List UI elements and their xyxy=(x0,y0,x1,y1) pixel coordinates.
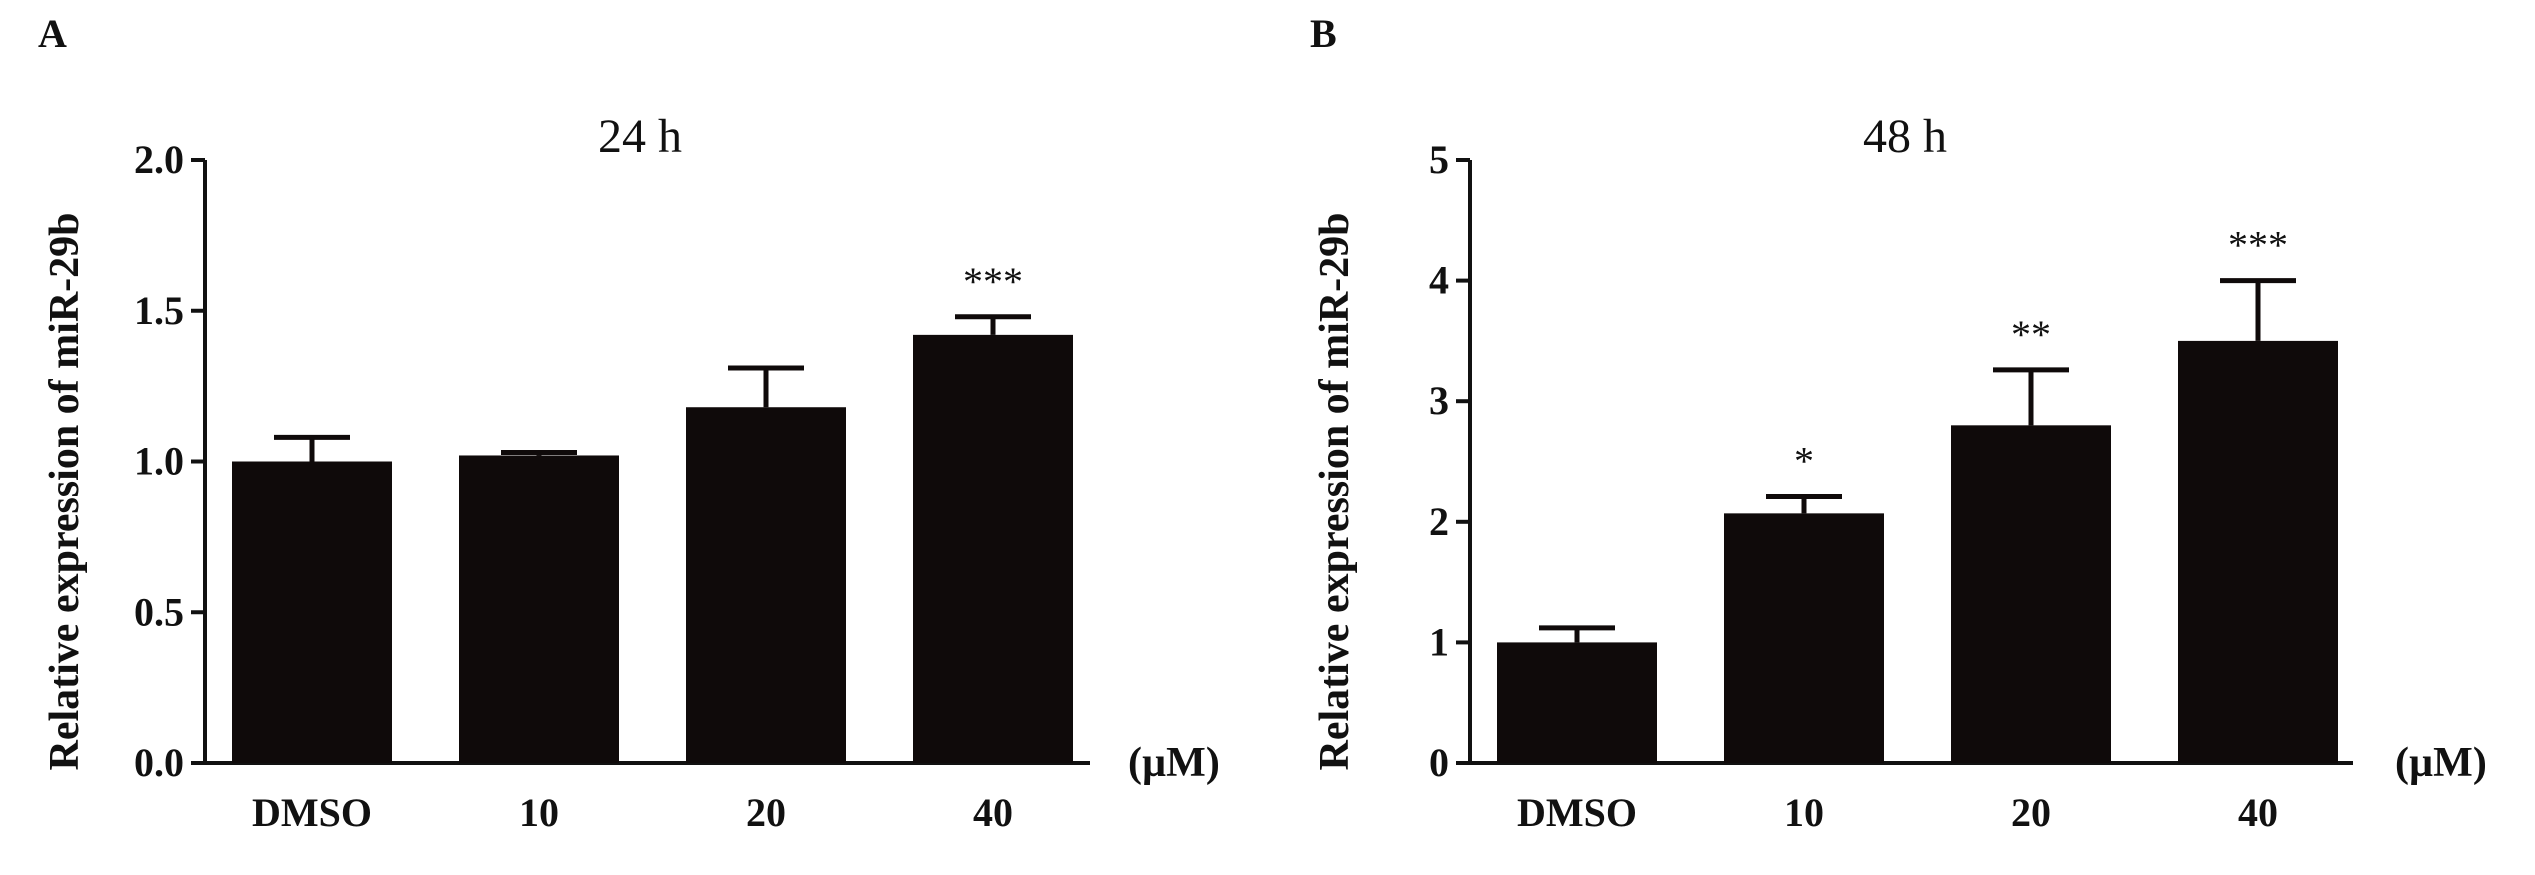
y-tick-label: 1.5 xyxy=(134,288,184,333)
x-category-label: DMSO xyxy=(1517,790,1637,835)
x-category-label: 40 xyxy=(2238,790,2278,835)
x-category-label: 40 xyxy=(973,790,1013,835)
chart-panel-b: B 48 h Relative expression of miR-29b 0 1 2 3 4… xyxy=(1310,11,2487,835)
bar xyxy=(232,461,392,763)
panel-letter: B xyxy=(1310,11,1337,56)
y-tick-label: 4 xyxy=(1429,258,1449,303)
y-tick-label: 0.0 xyxy=(134,740,184,785)
y-tick-label: 0 xyxy=(1429,740,1449,785)
y-tick-label: 5 xyxy=(1429,137,1449,182)
y-tick-label: 2.0 xyxy=(134,137,184,182)
y-tick-label: 0.5 xyxy=(134,589,184,634)
x-category-label: DMSO xyxy=(252,790,372,835)
chart-title: 48 h xyxy=(1863,110,1947,163)
bar xyxy=(1724,513,1884,763)
panel-letter: A xyxy=(38,11,67,56)
bar xyxy=(1497,642,1657,763)
x-category-label: 20 xyxy=(2011,790,2051,835)
y-axis-label: Relative expression of miR-29b xyxy=(42,213,88,771)
bar xyxy=(1951,425,2111,763)
x-unit-label: (µM) xyxy=(1128,740,1220,786)
significance-label: ** xyxy=(2011,312,2051,357)
significance-label: *** xyxy=(963,259,1023,304)
y-axis-label: Relative expression of miR-29b xyxy=(1312,213,1358,771)
bar xyxy=(2178,340,2338,763)
bar xyxy=(913,334,1073,763)
chart-title: 24 h xyxy=(598,110,682,163)
y-tick-label: 1.0 xyxy=(134,439,184,484)
y-tick-label: 2 xyxy=(1429,499,1449,544)
significance-label: *** xyxy=(2228,223,2288,268)
significance-label: * xyxy=(1794,438,1814,483)
chart-panel-a: A 24 h Relative expression of miR-29b 0.0 0.… xyxy=(38,11,1220,835)
y-tick-label: 1 xyxy=(1429,619,1449,664)
y-tick-label: 3 xyxy=(1429,378,1449,423)
bar xyxy=(686,407,846,763)
x-category-label: 20 xyxy=(746,790,786,835)
x-category-label: 10 xyxy=(1784,790,1824,835)
x-category-label: 10 xyxy=(519,790,559,835)
bar xyxy=(459,455,619,763)
x-unit-label: (µM) xyxy=(2395,740,2487,786)
